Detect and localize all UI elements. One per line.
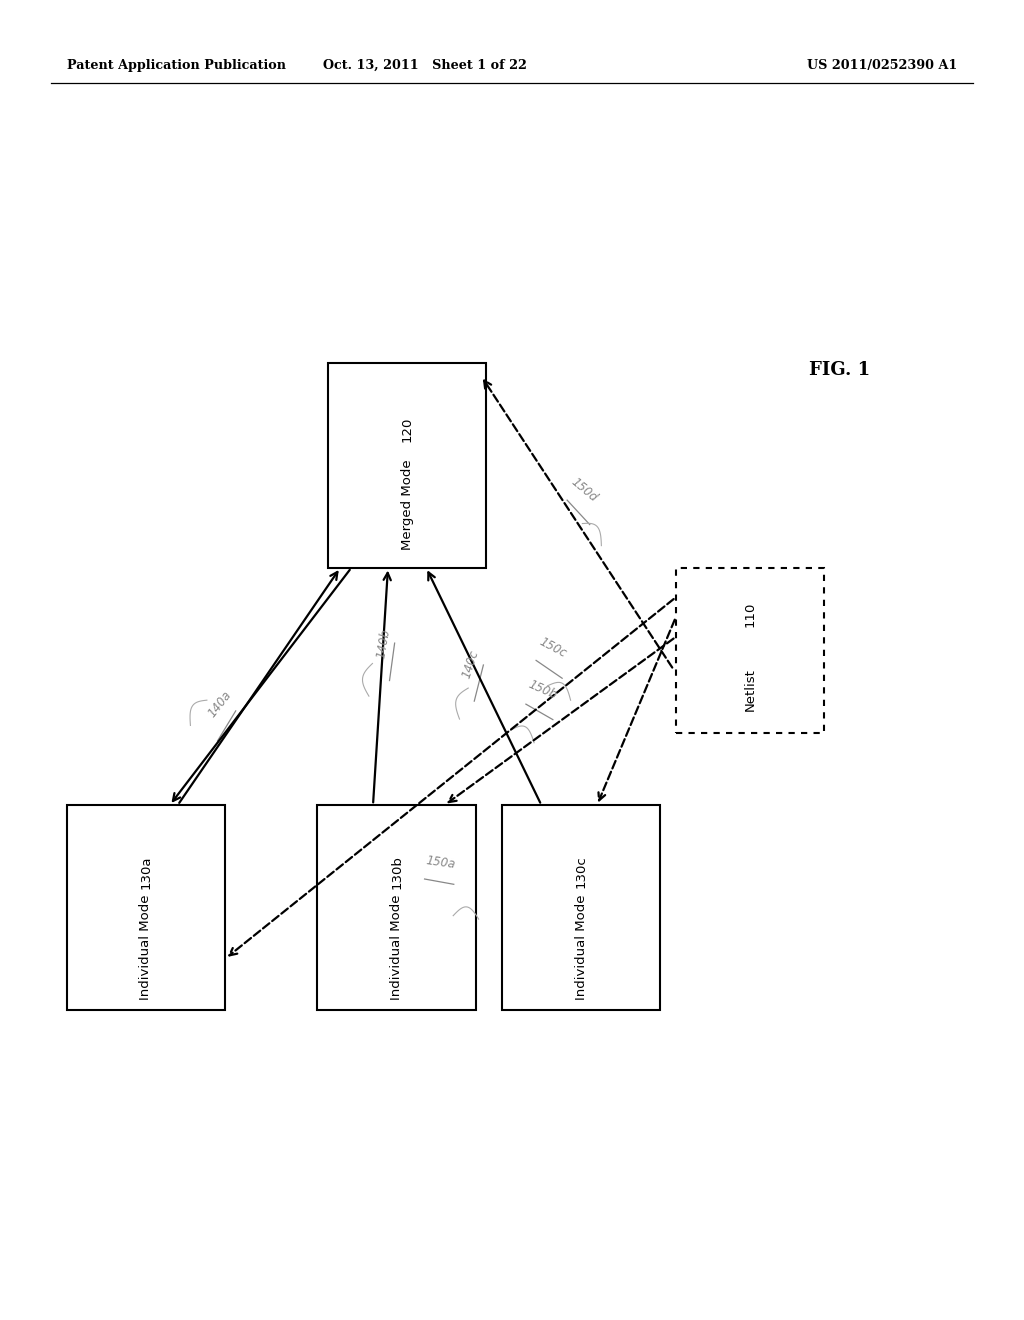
Text: 120: 120 [400, 417, 414, 442]
Text: 130c: 130c [574, 855, 588, 888]
Text: 130b: 130b [390, 855, 403, 888]
Bar [676, 568, 824, 733]
Text: Individual Mode: Individual Mode [139, 895, 153, 999]
Text: 150d: 150d [568, 475, 599, 504]
Text: 140b: 140b [375, 628, 393, 660]
Text: Patent Application Publication: Patent Application Publication [67, 59, 286, 71]
Bar [502, 805, 660, 1010]
Text: Individual Mode: Individual Mode [390, 895, 403, 999]
Text: 140c: 140c [461, 648, 481, 680]
Text: Netlist: Netlist [743, 668, 757, 711]
Bar [317, 805, 476, 1010]
Text: Individual Mode: Individual Mode [574, 895, 588, 999]
Text: 140a: 140a [206, 688, 234, 719]
Text: FIG. 1: FIG. 1 [809, 360, 870, 379]
Text: Oct. 13, 2011   Sheet 1 of 22: Oct. 13, 2011 Sheet 1 of 22 [323, 59, 527, 71]
Text: 110: 110 [743, 602, 757, 627]
Text: 150b: 150b [526, 678, 559, 702]
Text: Merged Mode: Merged Mode [400, 459, 414, 550]
Bar [67, 805, 225, 1010]
Text: 150c: 150c [538, 635, 568, 660]
Text: 150a: 150a [425, 854, 456, 871]
Text: US 2011/0252390 A1: US 2011/0252390 A1 [807, 59, 957, 71]
Text: 130a: 130a [139, 855, 153, 888]
Bar [328, 363, 486, 568]
